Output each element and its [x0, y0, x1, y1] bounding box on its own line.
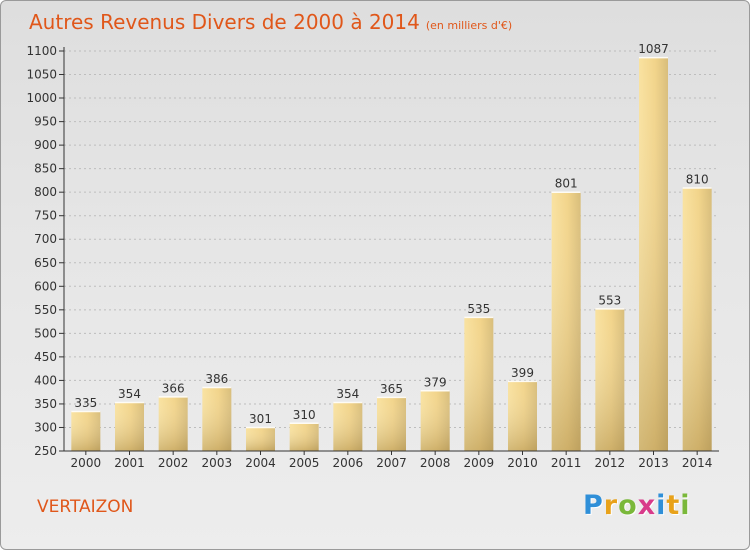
x-tick-label: 2006	[333, 456, 364, 470]
y-tick-label: 800	[34, 185, 57, 199]
x-tick-label: 2014	[682, 456, 713, 470]
y-tick-label: 700	[34, 232, 57, 246]
y-tick-label: 1050	[26, 68, 57, 82]
value-label: 553	[598, 293, 621, 307]
y-tick-label: 750	[34, 209, 57, 223]
bar-shade	[246, 427, 275, 451]
bar-shade	[639, 57, 668, 451]
x-tick-label: 2005	[289, 456, 320, 470]
chart-title-text: Autres Revenus Divers de 2000 à 2014	[29, 10, 420, 34]
value-label: 335	[74, 396, 97, 410]
y-tick-label: 1000	[26, 91, 57, 105]
bar-shade	[420, 390, 450, 451]
proxiti-logo[interactable]: Proxiti	[583, 490, 691, 521]
y-tick-label: 350	[34, 397, 57, 411]
bar-shade	[158, 396, 188, 451]
x-tick-label: 2000	[71, 456, 102, 470]
x-tick-label: 2003	[202, 456, 233, 470]
x-tick-label: 2013	[638, 456, 669, 470]
x-tick-label: 2008	[420, 456, 451, 470]
y-tick-label: 950	[34, 115, 57, 129]
logo-letter: i	[680, 490, 691, 521]
x-tick-label: 2004	[245, 456, 276, 470]
labels: 250 300 350 400 450 500 550 600 650 700 750 800 850 9…	[26, 42, 712, 470]
bars	[71, 56, 712, 452]
value-label: 354	[118, 387, 141, 401]
bar-shade	[289, 422, 319, 451]
value-label: 354	[336, 387, 359, 401]
value-label: 379	[424, 375, 447, 389]
y-tick-label: 850	[34, 162, 57, 176]
x-tick-label: 2002	[158, 456, 189, 470]
commune-name: VERTAIZON	[37, 497, 134, 517]
bar-shade	[333, 402, 363, 451]
y-tick-label: 600	[34, 279, 57, 293]
value-label: 301	[249, 412, 272, 426]
axes	[59, 47, 719, 455]
value-label: 535	[467, 302, 490, 316]
x-tick-label: 2012	[595, 456, 626, 470]
x-tick-label: 2001	[114, 456, 145, 470]
bar-shade	[464, 316, 494, 451]
y-tick-label: 500	[34, 326, 57, 340]
logo-letter: t	[666, 490, 681, 521]
value-label: 310	[293, 408, 316, 422]
bar-shade	[551, 191, 581, 452]
bar-shade	[595, 308, 625, 451]
value-label: 810	[686, 172, 709, 186]
y-tick-label: 1100	[26, 44, 57, 58]
logo-letter: i	[656, 490, 667, 521]
bar-shade	[202, 387, 232, 451]
value-label: 386	[205, 372, 228, 386]
logo-letter: o	[618, 490, 638, 521]
y-tick-label: 400	[34, 373, 57, 387]
x-tick-label: 2011	[551, 456, 582, 470]
value-label: 801	[555, 177, 578, 191]
y-tick-label: 450	[34, 350, 57, 364]
y-tick-label: 250	[34, 444, 57, 458]
logo-letter: x	[637, 490, 657, 521]
y-tick-label: 550	[34, 303, 57, 317]
chart-subtitle: (en milliers d'€)	[425, 19, 513, 32]
bar-shade	[508, 380, 537, 451]
x-tick-label: 2010	[507, 456, 538, 470]
logo-letter: P	[583, 490, 604, 521]
x-tick-label: 2007	[376, 456, 407, 470]
x-tick-label: 2009	[464, 456, 495, 470]
bar-shade	[115, 402, 144, 451]
value-label: 366	[162, 381, 185, 395]
logo-letter: r	[603, 490, 619, 521]
y-tick-label: 300	[34, 420, 57, 434]
chart-title: Autres Revenus Divers de 2000 à 2014 (en …	[29, 10, 512, 34]
bar-shade	[377, 396, 406, 451]
y-tick-label: 900	[34, 138, 57, 152]
value-label: 1087	[638, 42, 669, 56]
value-label: 399	[511, 366, 534, 380]
bar-shade	[71, 411, 101, 451]
bar-shade	[682, 187, 712, 451]
value-label: 365	[380, 382, 403, 396]
y-tick-label: 650	[34, 256, 57, 270]
